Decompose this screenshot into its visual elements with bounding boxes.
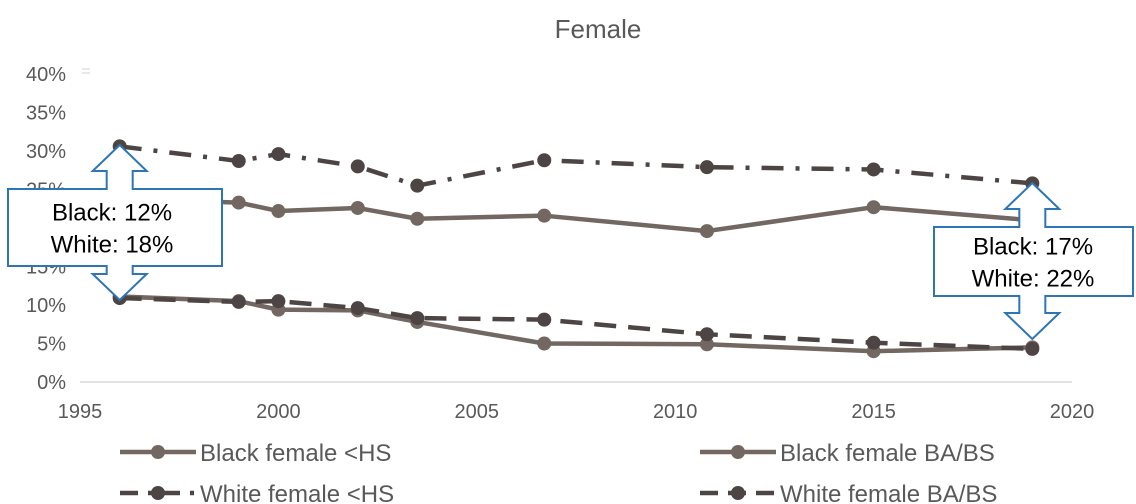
y-tick-label: 10% [26,295,66,317]
legend-item-3: White female <HS [120,481,394,504]
data-point [866,335,881,350]
data-point [350,200,365,215]
data-point [410,311,425,326]
data-point [537,312,552,327]
y-tick-label: 30% [26,141,66,163]
data-point [537,153,552,168]
callout-left: Black: 12% White: 18% [7,143,223,302]
data-point [350,159,365,174]
x-tick-label: 2020 [1050,401,1095,423]
chart-title: Female [555,14,642,44]
series-line [119,196,1033,234]
legend-label: White female <HS [200,481,394,504]
legend-layer: Black female <HS Black female BA/BS White … [120,440,997,504]
data-point [699,327,714,342]
x-tick-label: 2015 [851,401,896,423]
callout-text: Black: 12% [52,200,172,227]
y-tick-label: 40% [26,64,66,86]
callout-text: White: 22% [972,266,1095,293]
legend-swatch-marker [731,486,745,500]
legend-item-4: White female BA/BS [700,481,997,504]
legend-swatch-marker [731,445,745,459]
series-line [119,144,1033,188]
callout-right: Black: 17% White: 22% [933,181,1134,341]
data-point [231,154,246,169]
callout-layer: Black: 12% White: 18% Black: 17% White: 22% [7,143,1134,341]
legend-item-1: Black female <HS [120,440,391,467]
data-point [271,294,286,309]
series-layer [112,139,1040,359]
data-point [866,162,881,177]
data-point [537,208,552,223]
callout-text: White: 18% [51,232,174,259]
data-point [699,337,714,352]
series-3 [112,139,1040,193]
callout-shape [933,181,1134,341]
data-point [271,147,286,162]
data-point [699,160,714,175]
x-tick-label: 2000 [256,401,301,423]
y-tick-label: 5% [37,334,66,356]
x-tick-label: 2005 [455,401,500,423]
data-point [231,195,246,210]
series-1 [112,191,1040,239]
y-tick-label: 0% [37,372,66,394]
legend-label: Black female <HS [200,440,391,467]
series-line [119,295,1033,352]
data-point [699,224,714,239]
series-4 [112,291,1040,356]
legend-label: White female BA/BS [780,481,997,504]
x-tick-label: 2010 [653,401,698,423]
y-tick-label: 35% [26,103,66,125]
callout-shape [7,143,223,302]
legend-label: Black female BA/BS [780,440,995,467]
data-point [271,204,286,219]
legend-swatch-marker [151,445,165,459]
data-point [350,301,365,316]
callout-text: Black: 17% [973,234,1093,261]
data-point [1025,341,1040,356]
data-point [231,294,246,309]
data-point [866,200,881,215]
x-tick-label: 1995 [58,401,103,423]
data-point [537,336,552,351]
data-point [410,211,425,226]
legend-swatch-marker [151,486,165,500]
legend-item-2: Black female BA/BS [700,440,995,467]
data-point [410,178,425,193]
